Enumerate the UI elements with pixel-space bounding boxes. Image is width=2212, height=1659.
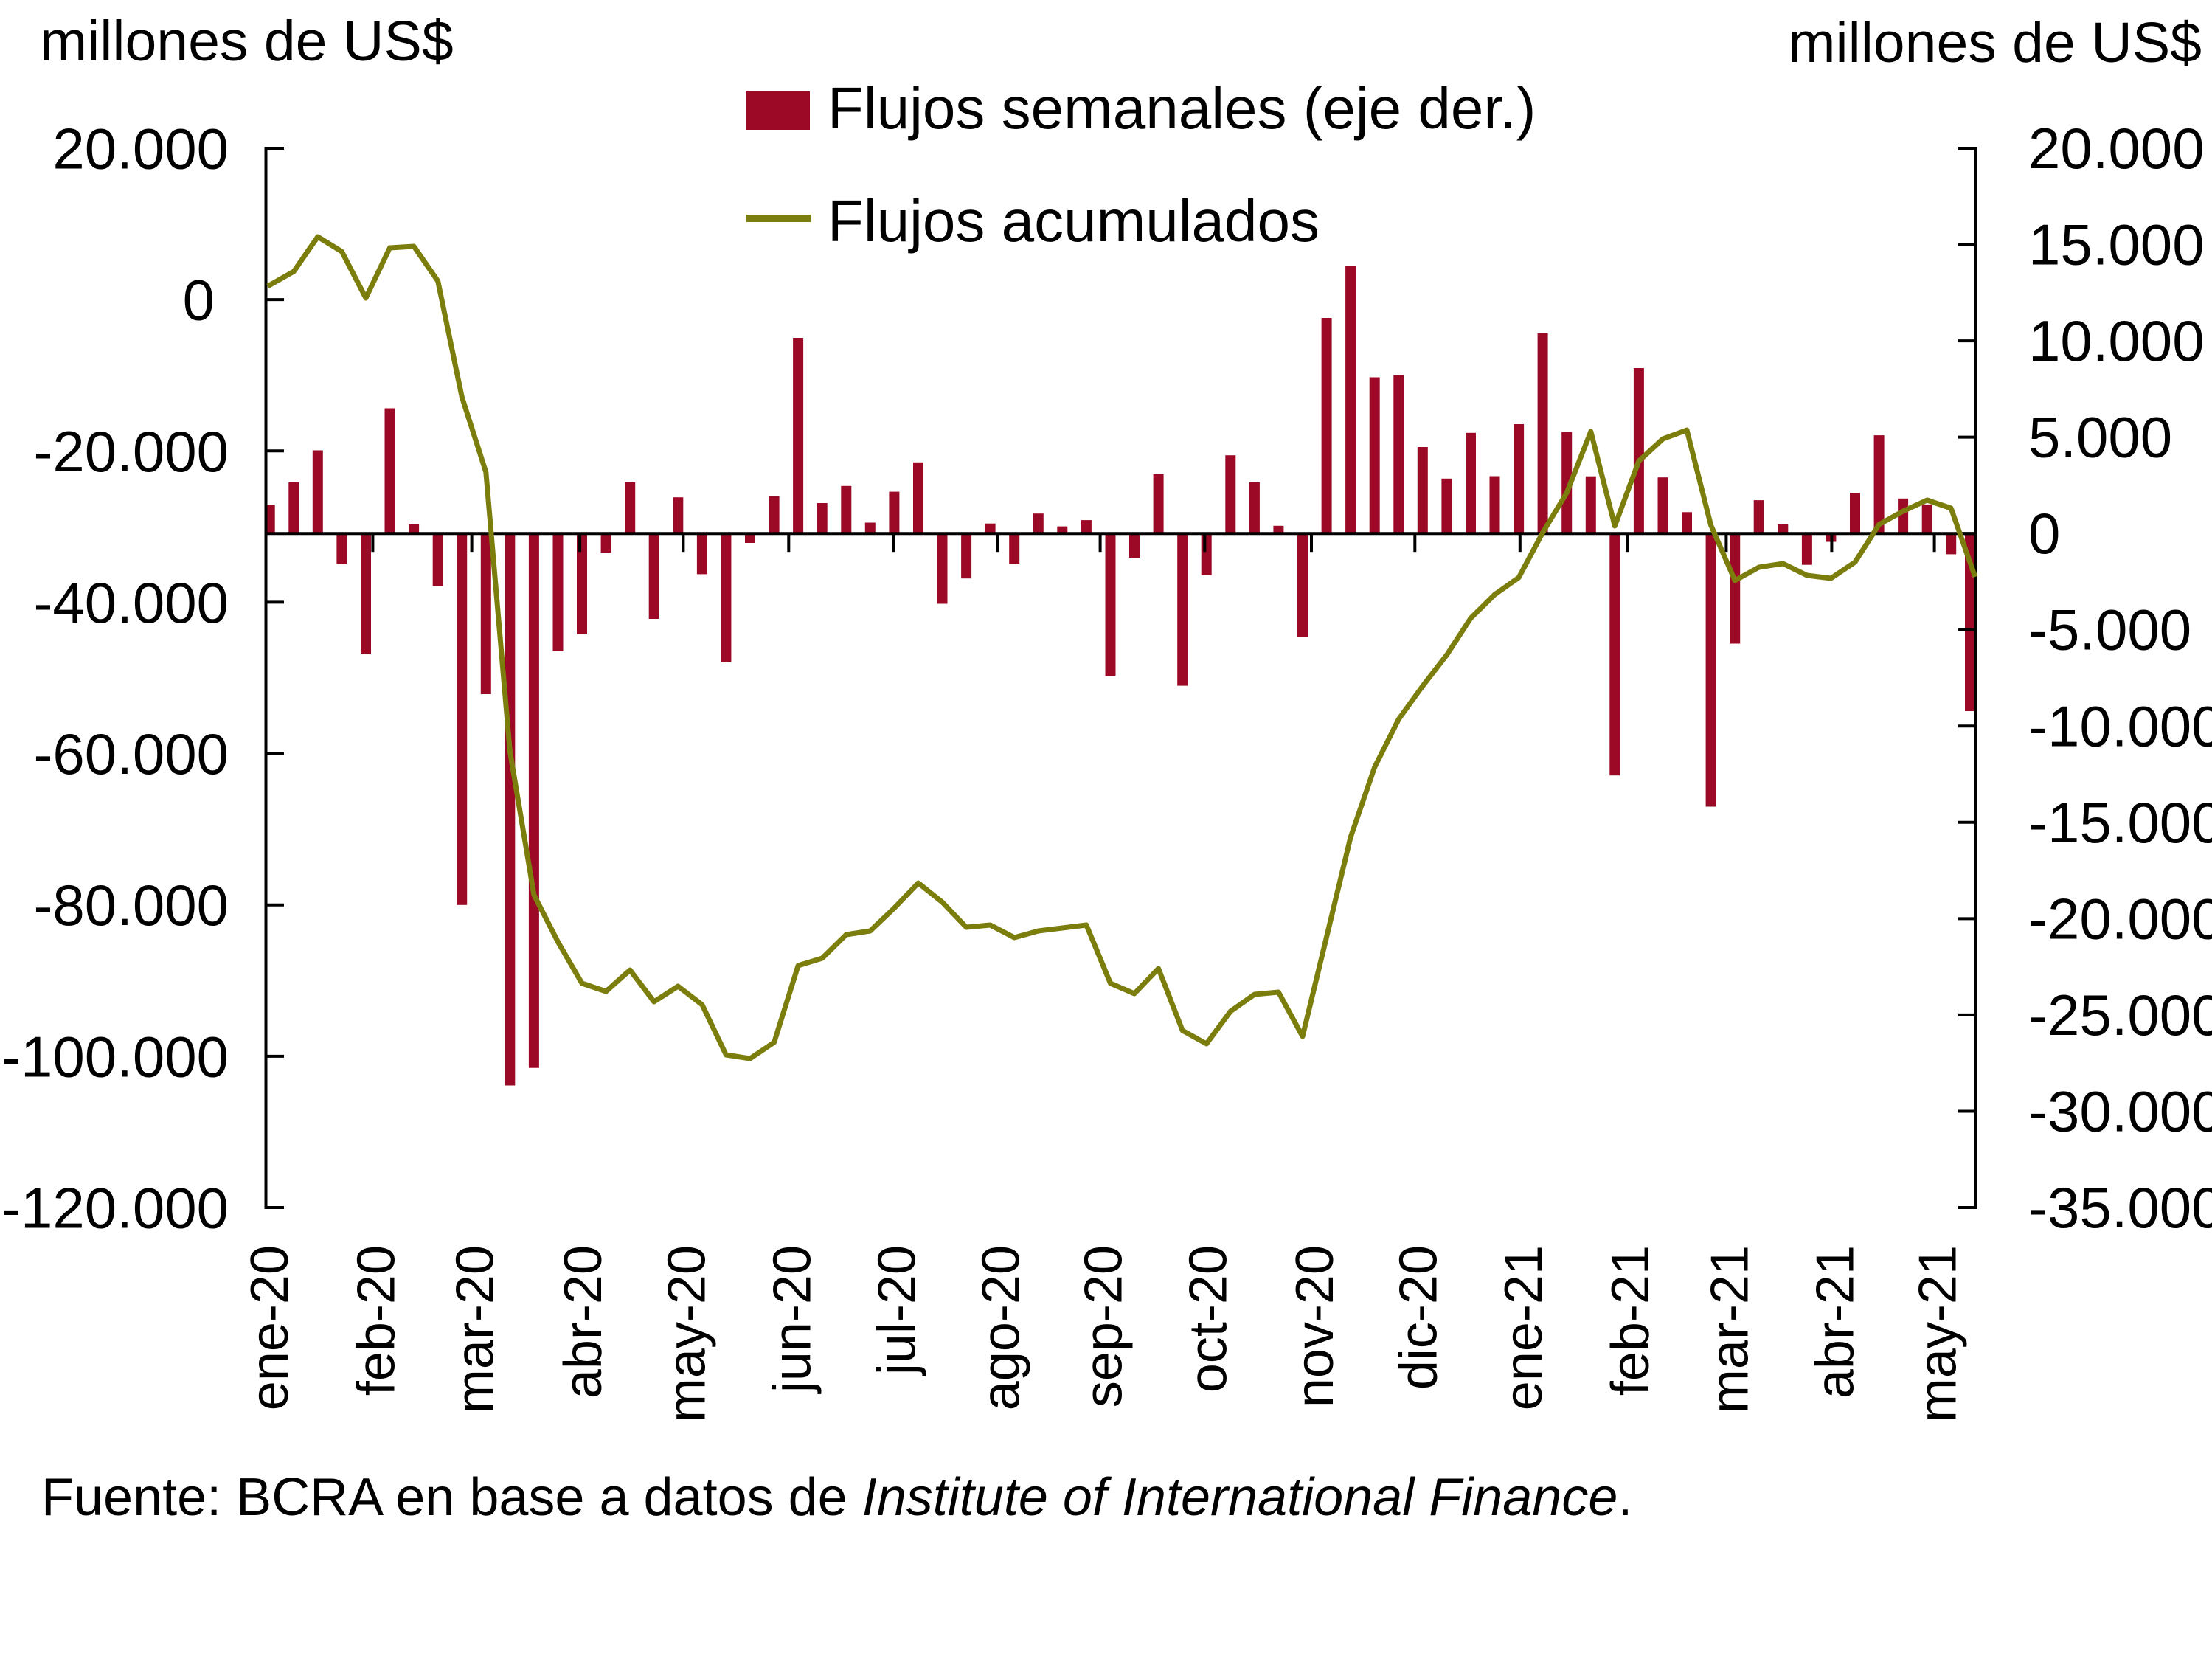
svg-text:20.000: 20.000: [2028, 116, 2205, 181]
svg-text:jun-20: jun-20: [763, 1245, 822, 1394]
svg-text:Flujos acumulados: Flujos acumulados: [828, 188, 1320, 254]
svg-text:ene-21: ene-21: [1494, 1245, 1553, 1410]
svg-text:5.000: 5.000: [2028, 405, 2172, 470]
svg-text:-5.000: -5.000: [2028, 598, 2191, 662]
svg-text:-20.000: -20.000: [2028, 886, 2212, 951]
svg-text:15.000: 15.000: [2028, 212, 2205, 277]
svg-text:may-21: may-21: [1909, 1245, 1968, 1422]
svg-text:may-20: may-20: [657, 1245, 716, 1422]
svg-text:feb-20: feb-20: [347, 1245, 406, 1396]
svg-text:oct-20: oct-20: [1179, 1245, 1238, 1393]
svg-text:-10.000: -10.000: [2028, 693, 2212, 758]
svg-text:-40.000: -40.000: [33, 570, 229, 635]
svg-text:10.000: 10.000: [2028, 308, 2205, 373]
svg-text:mar-20: mar-20: [446, 1245, 505, 1413]
svg-text:abr-20: abr-20: [554, 1245, 613, 1399]
svg-text:millones de US$: millones de US$: [40, 10, 454, 73]
svg-text:ago-20: ago-20: [972, 1245, 1031, 1410]
svg-text:jul-20: jul-20: [867, 1245, 926, 1376]
svg-text:-30.000: -30.000: [2028, 1079, 2212, 1144]
svg-text:millones de US$: millones de US$: [1788, 11, 2202, 75]
svg-text:mar-21: mar-21: [1700, 1245, 1759, 1413]
svg-text:abr-21: abr-21: [1806, 1245, 1865, 1399]
svg-text:Flujos semanales (eje der.): Flujos semanales (eje der.): [828, 75, 1536, 141]
svg-text:-25.000: -25.000: [2028, 983, 2212, 1047]
svg-text:-35.000: -35.000: [2028, 1175, 2212, 1240]
svg-text:-120.000: -120.000: [1, 1176, 229, 1241]
svg-text:-100.000: -100.000: [1, 1024, 229, 1089]
svg-text:20.000: 20.000: [52, 117, 229, 181]
svg-text:feb-21: feb-21: [1601, 1245, 1660, 1396]
svg-text:ene-20: ene-20: [240, 1245, 299, 1410]
svg-text:-15.000: -15.000: [2028, 790, 2212, 855]
svg-text:-60.000: -60.000: [33, 721, 229, 786]
svg-text:dic-20: dic-20: [1389, 1245, 1448, 1390]
svg-text:sep-20: sep-20: [1075, 1245, 1134, 1407]
svg-text:Fuente: BCRA en base a datos d: Fuente: BCRA en base a datos de Institut…: [41, 1468, 1632, 1527]
svg-text:0: 0: [183, 268, 215, 333]
svg-text:-80.000: -80.000: [33, 873, 229, 938]
svg-text:nov-20: nov-20: [1286, 1245, 1345, 1407]
svg-text:-20.000: -20.000: [33, 419, 229, 484]
svg-text:0: 0: [2028, 501, 2060, 566]
